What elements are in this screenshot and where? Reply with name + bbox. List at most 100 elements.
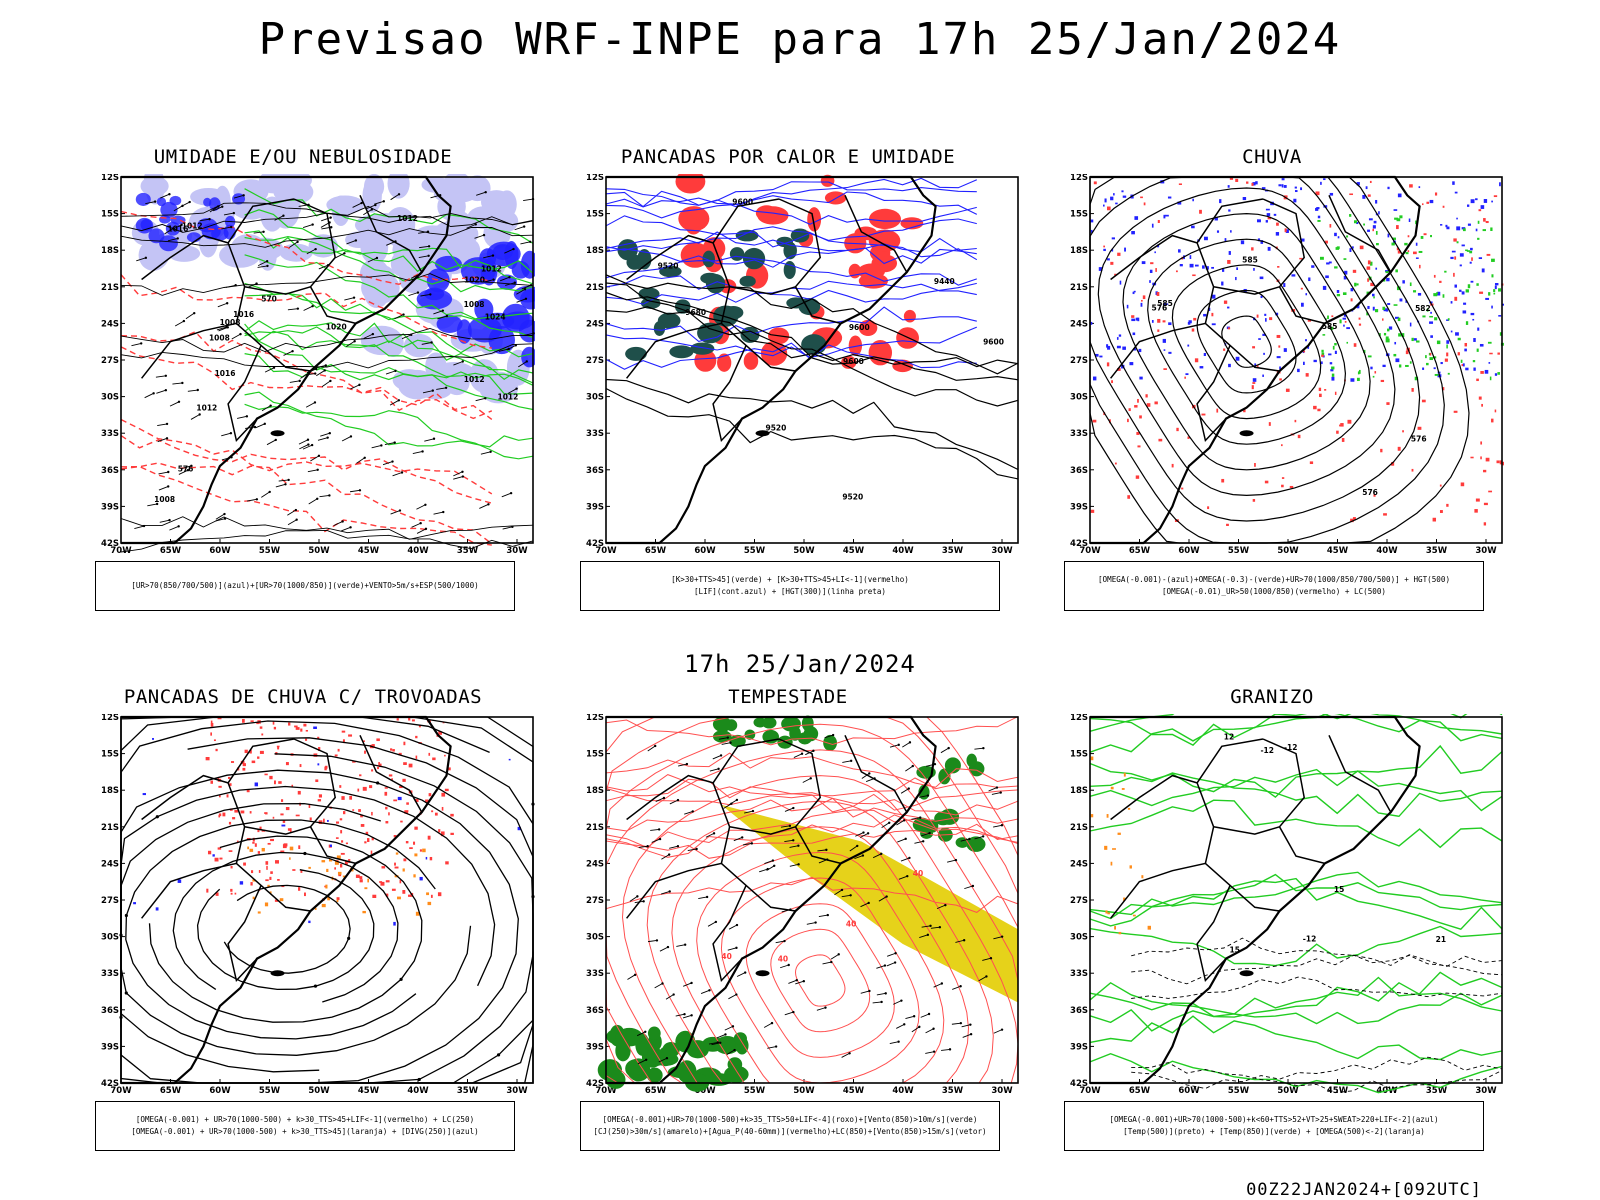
wind-vector [507, 388, 517, 394]
rain-area-dot [1485, 220, 1489, 224]
rain-area-dot [1336, 430, 1339, 434]
lc850-contour [770, 928, 871, 1033]
omega-weak-dot [1291, 274, 1296, 277]
storm-area-orange-dot [413, 874, 416, 878]
storm-area-dot [341, 730, 346, 733]
storm-area-dot [377, 766, 379, 770]
omega-weak-dot [1187, 322, 1191, 325]
strong-wind-area [712, 716, 732, 732]
wind-arrow-head [932, 1027, 935, 1030]
storm-area-dot [369, 785, 373, 789]
omega-weak-dot [1211, 323, 1216, 326]
rain-area-dot [1251, 182, 1254, 186]
wind-vector [698, 896, 708, 899]
lon-tick-label: 60W [694, 546, 716, 556]
omega-weak-dot [1216, 230, 1220, 233]
wind-vector [144, 392, 154, 399]
wind-vector [215, 513, 225, 520]
rain-area-dot [1413, 251, 1417, 255]
wind-vector [159, 519, 170, 523]
wind-arrow-head [255, 498, 259, 501]
humidity-high-area [326, 195, 365, 215]
storm-area-dot [363, 740, 365, 743]
omega-strong-dot [1392, 237, 1396, 240]
omega-weak-dot [1093, 376, 1097, 381]
wind-arrow-head [307, 443, 310, 446]
rain-area-dot [1341, 437, 1345, 442]
lon-tick-label: 50W [1277, 546, 1299, 556]
streamline-arrow [496, 1053, 501, 1057]
rain-area-dot [1475, 498, 1480, 502]
contour-label: 15 [1230, 945, 1240, 954]
rain-area-dot [1092, 419, 1097, 423]
lif-contour [605, 215, 977, 248]
omega-strong-dot [1476, 348, 1479, 352]
storm-area-dot [359, 879, 363, 883]
lon-tick-label: 45W [358, 546, 380, 556]
wind-vector [784, 839, 794, 843]
country-border [1196, 345, 1231, 443]
wind-vector [167, 238, 178, 242]
storm-area-dot [227, 776, 231, 779]
wind-vector [264, 367, 275, 373]
storm-area-dot [403, 762, 407, 765]
omega-strong-dot [1465, 289, 1469, 293]
humidity-high-area [145, 175, 165, 205]
wind-vector [974, 747, 984, 750]
omega-weak-dot [1393, 209, 1398, 211]
wind-vector [647, 745, 656, 752]
omega-weak-dot [1344, 270, 1348, 275]
storm-area-orange-dot [342, 875, 346, 878]
omega-strong-dot [1444, 270, 1447, 273]
wind-vector [317, 437, 328, 441]
legend-box: [OMEGA(-0.001)-(azul)+OMEGA(-0.3)-(verde… [1064, 561, 1484, 611]
omega-strong-dot [1429, 357, 1433, 361]
wind-vector [394, 314, 404, 320]
omega-strong-dot [1398, 364, 1402, 368]
temp850-contour [1089, 925, 1503, 967]
country-border [1328, 734, 1392, 813]
omega-weak-dot [1203, 352, 1206, 357]
storm-area-dot [385, 806, 388, 810]
storm-area-dot [444, 754, 446, 757]
wind-arrow-head [523, 288, 527, 291]
convection-area-green [690, 342, 715, 355]
rain-area-dot [1137, 445, 1141, 448]
rain-area-dot [1497, 352, 1500, 355]
storm-area-dot [428, 793, 432, 797]
rain-area-dot [1423, 233, 1427, 236]
rain-area-dot [1476, 378, 1479, 382]
omega-weak-dot [1203, 313, 1207, 317]
plot-frame [120, 176, 534, 544]
contour-label: 1024 [485, 312, 506, 321]
wind-arrow-head [989, 956, 993, 960]
temp850-contour [1089, 799, 1503, 849]
wind-arrow-head [375, 256, 379, 260]
lat-tick-label: 24S [1070, 319, 1088, 329]
wind-vector [436, 387, 447, 390]
lat-tick-label: 12S [586, 174, 604, 183]
rain-area-dot [1146, 403, 1151, 407]
storm-area-orange-dot [395, 852, 399, 855]
wind-arrow-head [825, 848, 828, 852]
wind-arrow-head [360, 201, 363, 205]
storm-area-dot [259, 826, 262, 830]
wind-vector [335, 252, 345, 259]
legend-box: [OMEGA(-0.001)+UR>70(1000-500)+k<60+TTS>… [1064, 1101, 1484, 1151]
wind-vector [333, 521, 343, 527]
wind-vector [390, 193, 400, 201]
omega-strong-dot [1434, 373, 1439, 376]
lake [755, 970, 770, 977]
storm-area-dot [226, 794, 229, 798]
coastline [121, 715, 452, 1085]
wind-arrow-head [856, 844, 859, 848]
storm-area-orange-dot [314, 907, 317, 910]
omega-weak-dot [1149, 280, 1151, 283]
wind-arrow-head [666, 945, 670, 949]
storm-area-dot [317, 736, 320, 740]
wind-arrow-head [242, 194, 245, 197]
omega-strong-dot [1382, 306, 1386, 311]
wind-vector [658, 1057, 668, 1063]
wind-arrow-head [642, 900, 645, 903]
storm-area-orange-dot [247, 846, 250, 850]
